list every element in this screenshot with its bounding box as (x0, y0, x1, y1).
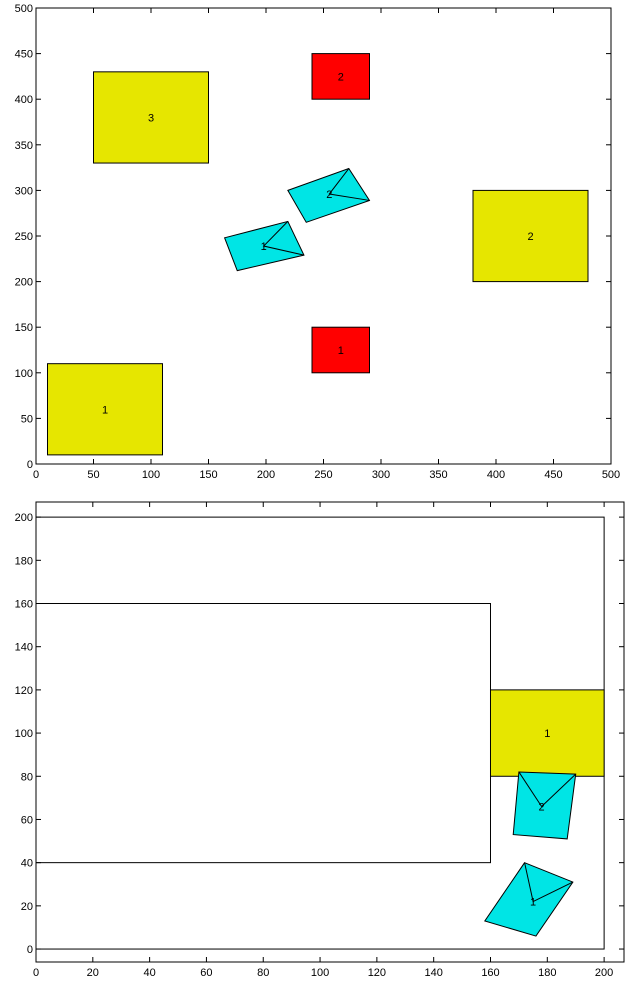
rect-label: 1 (102, 404, 108, 416)
y-tick-label: 350 (15, 140, 33, 152)
y-tick-label: 120 (15, 685, 33, 697)
x-tick-label: 50 (87, 469, 99, 481)
x-tick-label: 20 (87, 967, 99, 979)
x-tick-label: 0 (33, 967, 39, 979)
x-tick-label: 100 (142, 469, 160, 481)
x-tick-label: 300 (372, 469, 390, 481)
y-tick-label: 20 (21, 901, 33, 913)
x-tick-label: 200 (257, 469, 275, 481)
y-tick-label: 150 (15, 322, 33, 334)
x-tick-label: 450 (544, 469, 562, 481)
y-tick-label: 400 (15, 94, 33, 106)
y-tick-label: 250 (15, 231, 33, 243)
y-tick-label: 0 (27, 459, 33, 471)
y-tick-label: 100 (15, 728, 33, 740)
poly-label: 2 (539, 802, 545, 814)
y-tick-label: 100 (15, 368, 33, 380)
x-tick-label: 350 (429, 469, 447, 481)
bottom-panel: 0 20 40 60 80 100 120 140 160 180 200 0 20 40 60 80 100 1… (15, 502, 624, 979)
rect-label: 1 (544, 728, 550, 740)
x-tick-label: 500 (602, 469, 620, 481)
poly-label: 2 (326, 189, 332, 201)
x-tick-label: 0 (33, 469, 39, 481)
x-tick-label: 60 (200, 967, 212, 979)
y-tick-label: 140 (15, 642, 33, 654)
y-tick-label: 300 (15, 185, 33, 197)
rect-label: 2 (527, 231, 533, 243)
x-tick-label: 120 (368, 967, 386, 979)
y-tick-label: 500 (15, 3, 33, 15)
x-tick-label: 100 (311, 967, 329, 979)
x-tick-label: 400 (487, 469, 505, 481)
rect-label: 2 (338, 71, 344, 83)
y-tick-label: 450 (15, 49, 33, 61)
x-tick-label: 200 (595, 967, 613, 979)
poly-label: 1 (261, 241, 267, 253)
y-tick-label: 40 (21, 858, 33, 870)
rect-label: 1 (338, 345, 344, 357)
y-tick-label: 160 (15, 599, 33, 611)
x-tick-label: 40 (143, 967, 155, 979)
x-tick-label: 180 (538, 967, 556, 979)
x-tick-label: 140 (425, 967, 443, 979)
y-tick-label: 200 (15, 512, 33, 524)
y-tick-label: 60 (21, 814, 33, 826)
y-tick-label: 50 (21, 413, 33, 425)
cyan-poly-1 (485, 863, 573, 936)
outline-rect (36, 604, 490, 863)
top-panel: 0 50 100 150 200 250 300 350 400 450 500 0 50 100 150 2… (15, 3, 621, 481)
x-tick-label: 160 (481, 967, 499, 979)
x-tick-label: 250 (314, 469, 332, 481)
y-tick-label: 0 (27, 944, 33, 956)
y-tick-label: 80 (21, 771, 33, 783)
x-tick-label: 80 (257, 967, 269, 979)
x-tick-label: 150 (199, 469, 217, 481)
rect-label: 3 (148, 112, 154, 124)
y-tick-label: 180 (15, 555, 33, 567)
poly-label: 1 (530, 897, 536, 909)
y-tick-label: 200 (15, 277, 33, 289)
